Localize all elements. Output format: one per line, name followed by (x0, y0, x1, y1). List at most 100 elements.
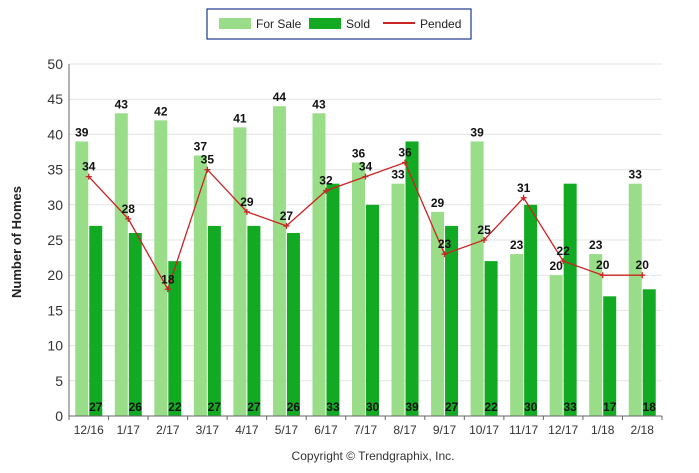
y-tick-label: 15 (47, 302, 63, 318)
data-label-pended: 34 (82, 160, 96, 174)
y-tick-label: 25 (47, 232, 63, 248)
data-label-for-sale: 43 (312, 97, 326, 111)
bar-sold (326, 183, 340, 416)
bar-for-sale (510, 254, 524, 416)
data-label-sold: 30 (524, 400, 538, 414)
bar-sold (563, 183, 577, 416)
data-label-pended: 34 (359, 160, 373, 174)
data-label-pended: 28 (122, 202, 136, 216)
x-tick-label: 2/17 (156, 423, 180, 437)
legend-label-sold: Sold (346, 17, 370, 31)
y-tick-label: 50 (47, 56, 63, 72)
pended-point (560, 258, 567, 265)
data-label-sold: 18 (643, 400, 657, 414)
data-label-sold: 26 (129, 400, 143, 414)
bar-sold (603, 296, 617, 416)
data-label-for-sale: 39 (75, 125, 89, 139)
bar-for-sale (272, 106, 286, 417)
data-label-sold: 27 (445, 400, 459, 414)
data-label-for-sale: 39 (470, 125, 484, 139)
grid-layer (69, 63, 662, 382)
bar-for-sale (470, 141, 484, 416)
y-tick-label: 5 (55, 373, 63, 389)
data-label-sold: 26 (287, 400, 301, 414)
pended-point (520, 194, 527, 201)
axis-layer: 0 5 10 15 20 25 30 35 40 45 50 12/16 1/17 2/17 3/17 4/1… (47, 56, 663, 437)
pended-point (125, 215, 132, 222)
bar-sold (207, 225, 221, 416)
pended-point (481, 237, 488, 243)
data-label-pended: 20 (636, 258, 650, 272)
data-label-pended: 18 (161, 272, 175, 286)
pended-point (441, 251, 448, 258)
bar-sold (247, 225, 261, 416)
bar-sold (445, 225, 459, 416)
data-label-pended: 35 (201, 153, 215, 167)
bar-for-sale (193, 155, 207, 416)
data-label-sold: 27 (89, 400, 103, 414)
data-label-pended: 29 (240, 195, 254, 209)
data-label-for-sale: 23 (589, 238, 603, 252)
data-label-pended: 27 (280, 209, 294, 223)
bar-for-sale (628, 183, 642, 416)
data-label-for-sale: 33 (391, 168, 405, 182)
bar-sold (524, 204, 538, 416)
pended-point (362, 173, 369, 180)
pended-point (322, 187, 329, 194)
data-label-pended: 25 (477, 223, 491, 237)
data-label-sold: 27 (208, 400, 222, 414)
legend-swatch-sold (309, 18, 341, 29)
bar-for-sale (75, 141, 89, 416)
data-label-layer: 39 27 43 26 42 22 37 27 41 27 44 26 43 33 36 30 33 39 29 27… (75, 90, 656, 414)
legend-label-pended: Pended (420, 17, 461, 31)
bar-sold (128, 232, 142, 416)
data-label-for-sale: 20 (549, 259, 563, 273)
pended-point (243, 208, 250, 215)
y-tick-label: 20 (47, 267, 63, 283)
data-label-sold: 33 (326, 400, 340, 414)
x-tick-label: 11/17 (509, 423, 538, 437)
data-label-pended: 22 (556, 244, 570, 258)
data-label-pended: 31 (517, 181, 531, 195)
data-label-for-sale: 44 (273, 90, 287, 104)
pended-line-layer (85, 159, 646, 293)
pended-point (283, 222, 290, 229)
bar-layer (75, 106, 656, 417)
bar-for-sale (312, 113, 326, 416)
bar-for-sale (114, 113, 128, 416)
pended-point (599, 272, 606, 279)
data-label-pended: 36 (398, 146, 412, 160)
data-label-sold: 30 (366, 400, 380, 414)
data-label-for-sale: 43 (115, 97, 129, 111)
bar-sold (89, 225, 103, 416)
x-tick-label: 1/17 (117, 423, 141, 437)
bar-for-sale (589, 254, 603, 416)
y-tick-label: 10 (47, 338, 63, 354)
pended-point (204, 166, 211, 173)
y-tick-label: 45 (47, 91, 63, 107)
data-label-for-sale: 33 (629, 168, 643, 182)
pended-point (164, 286, 171, 293)
data-label-sold: 22 (168, 400, 182, 414)
x-tick-label: 12/16 (74, 423, 104, 437)
bar-for-sale (154, 120, 168, 416)
legend-label-for-sale: For Sale (256, 17, 302, 31)
data-label-for-sale: 36 (352, 147, 366, 161)
bar-for-sale (391, 183, 405, 416)
data-label-pended: 32 (319, 174, 333, 188)
bar-sold (168, 261, 182, 416)
data-label-for-sale: 37 (194, 140, 208, 154)
x-tick-label: 12/17 (548, 423, 578, 437)
data-label-for-sale: 23 (510, 238, 524, 252)
pended-point (639, 272, 646, 279)
y-tick-label: 35 (47, 162, 63, 178)
x-tick-label: 10/17 (469, 423, 499, 437)
data-label-sold: 22 (484, 400, 498, 414)
bar-sold (484, 261, 498, 416)
y-tick-label: 40 (47, 126, 63, 142)
data-label-sold: 33 (563, 400, 577, 414)
data-label-for-sale: 42 (154, 104, 168, 118)
legend-swatch-for-sale (219, 18, 251, 29)
